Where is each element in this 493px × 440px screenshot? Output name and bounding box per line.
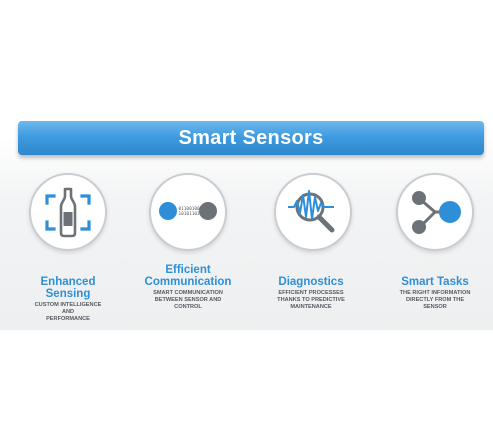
feature-desc-line: BETWEEN SENSOR AND — [154, 297, 222, 303]
banner: Smart Sensors — [18, 121, 484, 155]
feature-title-line: Efficient — [165, 264, 211, 276]
feature-desc-line: PERFORMANCE — [46, 316, 90, 322]
feature-desc-line: CONTROL — [174, 304, 202, 310]
feature-desc-line: SMART COMMUNICATION — [153, 290, 223, 296]
network-nodes-icon — [412, 191, 461, 234]
feature-title-line: Smart Tasks — [401, 276, 469, 288]
feature-title-line: Sensing — [45, 288, 91, 300]
feature-smart-tasks: Smart Tasks THE RIGHT INFORMATION DIRECT… — [385, 276, 485, 311]
efficient-communication-circle: 01100100 10101101 — [149, 173, 227, 251]
binary-text-2: 10101101 — [179, 211, 201, 217]
magnifier-signal-icon — [288, 190, 335, 233]
feature-description: SMART COMMUNICATION BETWEEN SENSOR AND C… — [138, 290, 238, 311]
feature-diagnostics: Diagnostics EFFICIENT PROCESSES THANKS T… — [261, 276, 361, 311]
enhanced-sensing-circle — [29, 173, 107, 251]
banner-title: Smart Sensors — [178, 126, 324, 149]
feature-title-line: Communication — [144, 276, 232, 288]
feature-description: THE RIGHT INFORMATION DIRECTLY FROM THE … — [385, 290, 485, 311]
communication-icon: 01100100 10101101 — [159, 202, 217, 220]
feature-enhanced-sensing: Enhanced Sensing CUSTOM INTELLIGENCE AND… — [18, 276, 118, 323]
diagnostics-circle — [274, 173, 352, 251]
feature-description: CUSTOM INTELLIGENCE AND PERFORMANCE — [18, 302, 118, 323]
feature-desc-line: EFFICIENT PROCESSES — [278, 290, 344, 296]
feature-title-line: Enhanced — [40, 276, 96, 288]
feature-title: Smart Tasks — [385, 276, 485, 288]
feature-desc-line: CUSTOM INTELLIGENCE — [34, 302, 102, 308]
feature-desc-line: AND — [61, 309, 75, 315]
slide: Smart Sensors 01100100 10101101 — [0, 0, 493, 330]
feature-efficient-communication: Efficient Communication SMART COMMUNICAT… — [138, 264, 238, 311]
feature-desc-line: SENSOR — [423, 304, 447, 310]
feature-desc-line: THANKS TO PREDICTIVE — [277, 297, 345, 303]
feature-title-line: Diagnostics — [278, 276, 344, 288]
feature-title: Efficient Communication — [138, 264, 238, 288]
feature-desc-line: DIRECTLY FROM THE — [405, 297, 465, 303]
bottle-sensing-icon — [45, 187, 91, 238]
feature-title: Diagnostics — [261, 276, 361, 288]
binary-text-1: 01100100 — [179, 206, 201, 212]
feature-desc-line: THE RIGHT INFORMATION — [399, 290, 471, 296]
feature-description: EFFICIENT PROCESSES THANKS TO PREDICTIVE… — [261, 290, 361, 311]
feature-title: Enhanced Sensing — [18, 276, 118, 300]
smart-tasks-circle — [396, 173, 474, 251]
feature-desc-line: MAINTENANCE — [290, 304, 332, 310]
